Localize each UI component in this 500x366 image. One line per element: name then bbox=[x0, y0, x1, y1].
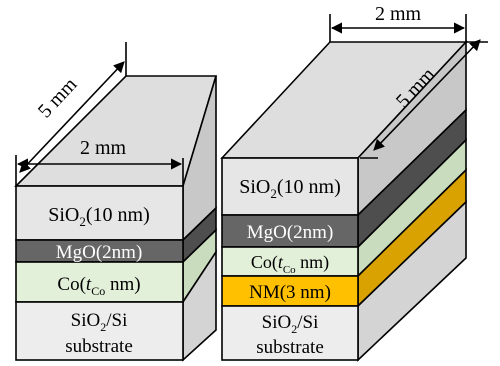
left-label-sio2: SiO2(10 nm) bbox=[48, 204, 150, 229]
left-label-substrate-1: SiO2/Si bbox=[71, 310, 128, 334]
left-dim-width-label: 2 mm bbox=[80, 137, 127, 159]
left-label-substrate-2: substrate bbox=[65, 336, 133, 357]
right-layer-substrate bbox=[221, 305, 359, 361]
left-dim-length-arrow bbox=[19, 61, 125, 173]
right-layer-sio2 bbox=[221, 157, 359, 216]
left-layer-sio2 bbox=[15, 185, 184, 241]
right-label-sio2: SiO2(10 nm) bbox=[239, 176, 341, 201]
right-label-substrate-1: SiO2/Si bbox=[262, 312, 319, 336]
left-top-face bbox=[14, 75, 218, 187]
right-layer-nm bbox=[221, 275, 359, 307]
right-dim-length-arrow bbox=[373, 39, 481, 151]
right-label-mgo: MgO(2nm) bbox=[247, 222, 334, 243]
left-label-mgo: MgO(2nm) bbox=[56, 242, 143, 263]
left-sample: SiO2(10 nm) MgO(2nm) Co(tCo nm) SiO2/Si … bbox=[14, 42, 218, 362]
right-label-nm: NM(3 nm) bbox=[249, 282, 331, 303]
right-sample: SiO2(10 nm) MgO(2nm) Co(tCo nm) NM(3 nm)… bbox=[220, 3, 488, 362]
right-label-substrate-2: substrate bbox=[256, 337, 324, 358]
right-dim-width-label: 2 mm bbox=[375, 3, 422, 25]
left-layer-substrate bbox=[15, 301, 184, 361]
left-label-co: Co(tCo nm) bbox=[57, 274, 140, 298]
